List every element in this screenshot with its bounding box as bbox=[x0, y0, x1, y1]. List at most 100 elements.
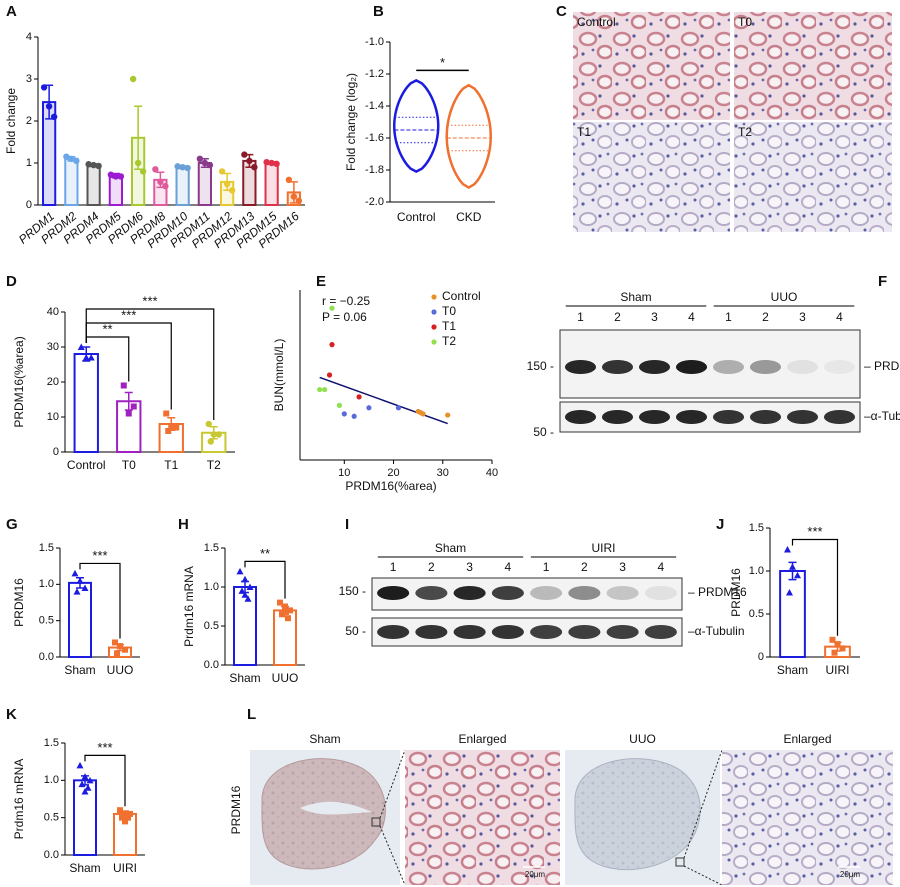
data-point bbox=[205, 420, 212, 428]
image-label: UUO bbox=[629, 732, 656, 746]
image-label: Enlarged bbox=[458, 732, 506, 746]
y-tick-label: 1.0 bbox=[204, 581, 219, 593]
data-point bbox=[329, 305, 335, 311]
significance-bracket bbox=[79, 562, 121, 639]
data-point bbox=[789, 563, 796, 570]
data-point bbox=[125, 814, 131, 821]
mw-marker: 50 - bbox=[345, 624, 366, 638]
y-tick-label: 1.0 bbox=[39, 578, 54, 590]
micrograph bbox=[722, 750, 893, 885]
y-tick-label: 3 bbox=[26, 73, 32, 85]
data-point bbox=[174, 163, 181, 170]
data-point bbox=[228, 187, 236, 194]
data-point bbox=[117, 807, 123, 814]
bar bbox=[779, 570, 806, 658]
x-tick-label: 30 bbox=[437, 467, 449, 479]
y-axis-label: BUN(mmol/L) bbox=[272, 339, 286, 412]
band bbox=[564, 360, 597, 374]
data-point bbox=[241, 151, 248, 158]
data-point bbox=[287, 607, 293, 614]
micrograph bbox=[573, 12, 730, 120]
micrograph bbox=[734, 122, 892, 232]
fit-line bbox=[319, 376, 448, 425]
data-point bbox=[215, 431, 222, 438]
significance-label: ** bbox=[260, 546, 270, 561]
x-tick-label: 10 bbox=[338, 467, 350, 479]
micrograph bbox=[734, 12, 892, 120]
data-point bbox=[168, 424, 175, 431]
micrograph-label: Control bbox=[577, 15, 616, 29]
data-point bbox=[73, 157, 80, 165]
significance-label: *** bbox=[807, 524, 822, 539]
band bbox=[601, 360, 634, 374]
data-point bbox=[76, 761, 84, 769]
panel-letter: A bbox=[6, 3, 17, 20]
lane-label: 3 bbox=[619, 560, 626, 574]
data-point bbox=[127, 810, 133, 817]
lane-label: 1 bbox=[725, 310, 732, 324]
data-point bbox=[76, 577, 84, 584]
legend-label: Control bbox=[442, 289, 481, 303]
data-point bbox=[223, 180, 231, 188]
data-point bbox=[241, 575, 249, 583]
data-point bbox=[179, 164, 186, 171]
band bbox=[638, 360, 671, 374]
y-tick-label: 0.5 bbox=[39, 615, 54, 627]
annotation: r = −0.25 bbox=[322, 294, 370, 308]
data-point bbox=[184, 164, 191, 172]
data-point bbox=[351, 413, 357, 419]
data-point bbox=[40, 84, 48, 91]
group-label: Sham bbox=[435, 541, 466, 555]
data-point bbox=[107, 171, 115, 178]
bar bbox=[264, 162, 279, 206]
micrograph bbox=[573, 122, 730, 232]
data-point bbox=[95, 162, 102, 170]
lane-label: 4 bbox=[505, 560, 512, 574]
y-tick-label: -1.6 bbox=[365, 132, 384, 144]
data-point bbox=[122, 810, 128, 817]
data-point bbox=[317, 386, 323, 393]
lane-label: 2 bbox=[614, 310, 621, 324]
y-tick-label: 0.0 bbox=[44, 849, 59, 861]
x-tick-label: Control bbox=[397, 210, 436, 224]
band bbox=[491, 586, 524, 600]
y-tick-label: 0 bbox=[53, 446, 59, 458]
micrograph-label: T1 bbox=[577, 125, 591, 139]
data-point bbox=[196, 155, 204, 162]
zoom-lines bbox=[379, 749, 406, 886]
data-point bbox=[329, 342, 335, 348]
band bbox=[491, 625, 524, 639]
y-tick-label: -1.2 bbox=[365, 68, 384, 80]
scale-bar-label: 20μm bbox=[840, 870, 861, 879]
row-label: PRDM16 bbox=[229, 785, 243, 834]
y-tick-label: 1.5 bbox=[44, 737, 59, 749]
band bbox=[712, 410, 745, 424]
band bbox=[530, 625, 563, 639]
lane-label: 2 bbox=[428, 560, 435, 574]
legend-label: T0 bbox=[442, 304, 456, 318]
data-point bbox=[90, 161, 97, 169]
x-tick-label: UUO bbox=[107, 663, 134, 677]
zoom-box bbox=[371, 817, 381, 827]
data-point bbox=[122, 646, 128, 653]
data-point bbox=[162, 182, 169, 190]
data-point bbox=[112, 173, 120, 180]
data-point bbox=[77, 343, 85, 350]
image-label: Sham bbox=[309, 732, 340, 746]
band bbox=[564, 410, 597, 424]
data-point bbox=[86, 776, 94, 784]
y-tick-label: 4 bbox=[26, 31, 32, 43]
y-tick-label: 20 bbox=[47, 376, 59, 388]
significance-label: *** bbox=[142, 293, 157, 308]
annotation: P = 0.06 bbox=[322, 310, 367, 324]
data-point bbox=[290, 193, 298, 200]
data-point bbox=[282, 607, 288, 614]
x-tick-label: 40 bbox=[486, 467, 498, 479]
group-label: UUO bbox=[771, 290, 798, 304]
bar bbox=[64, 157, 79, 207]
legend-marker bbox=[431, 324, 437, 330]
lane-label: 1 bbox=[543, 560, 550, 574]
band bbox=[530, 586, 563, 600]
data-point bbox=[273, 160, 280, 168]
data-point bbox=[81, 773, 89, 780]
